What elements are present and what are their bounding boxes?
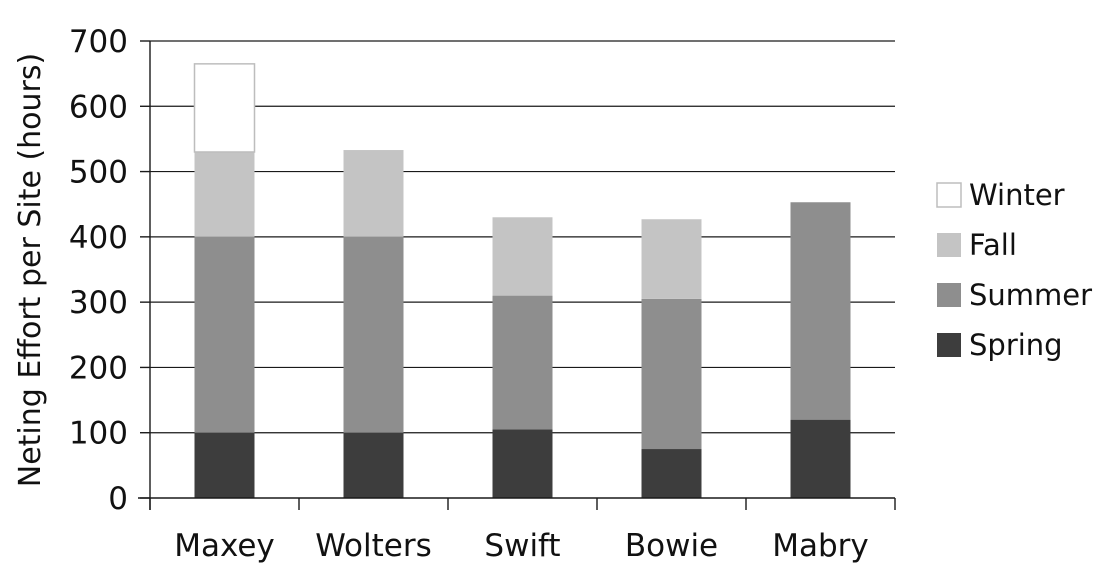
bar-maxey-fall xyxy=(194,151,255,237)
bar-bowie-spring xyxy=(641,449,702,498)
y-tick-label-0: 0 xyxy=(108,481,128,517)
y-tick-labels: 0 100 200 300 400 500 600 700 xyxy=(69,24,128,517)
axes xyxy=(138,40,896,510)
y-tick-label-300: 300 xyxy=(69,285,128,321)
bar-wolters-fall xyxy=(343,150,404,237)
x-tick-label-maxey: Maxey xyxy=(174,528,275,563)
legend-swatch-spring xyxy=(937,333,961,357)
y-tick-label-400: 400 xyxy=(69,220,128,256)
x-tick-label-mabry: Mabry xyxy=(772,528,869,563)
bar-bowie-fall xyxy=(641,219,702,299)
x-tick-label-wolters: Wolters xyxy=(315,528,432,563)
bar-maxey-summer xyxy=(194,236,255,433)
legend-item-summer: Summer xyxy=(937,278,1092,312)
legend-label-spring: Spring xyxy=(969,328,1063,362)
bar-maxey-spring xyxy=(194,432,255,498)
legend-label-fall: Fall xyxy=(969,228,1017,262)
bar-wolters-spring xyxy=(343,432,404,498)
bar-mabry-summer xyxy=(790,202,851,420)
bar-mabry-spring xyxy=(790,419,851,498)
y-axis-title: Neting Effort per Site (hours) xyxy=(13,53,48,487)
legend: Winter Fall Summer Spring xyxy=(936,178,1092,362)
legend-label-summer: Summer xyxy=(969,278,1092,312)
bar-swift-fall xyxy=(492,217,553,296)
bar-bowie-summer xyxy=(641,298,702,450)
y-tick-label-200: 200 xyxy=(69,350,128,386)
legend-swatch-summer xyxy=(937,283,961,307)
legend-swatch-winter xyxy=(936,182,962,208)
legend-label-winter: Winter xyxy=(969,178,1065,212)
legend-item-spring: Spring xyxy=(937,328,1063,362)
legend-item-winter: Winter xyxy=(936,178,1065,212)
x-tick-label-bowie: Bowie xyxy=(625,528,718,563)
bar-swift-spring xyxy=(492,429,553,498)
x-tick-label-swift: Swift xyxy=(484,528,560,563)
legend-swatch-fall xyxy=(937,233,961,257)
legend-item-fall: Fall xyxy=(937,228,1017,262)
y-tick-label-500: 500 xyxy=(69,155,128,191)
x-tick-labels: Maxey Wolters Swift Bowie Mabry xyxy=(174,528,869,563)
y-tick-label-600: 600 xyxy=(69,89,128,125)
y-tick-label-100: 100 xyxy=(69,416,128,452)
bars xyxy=(193,63,851,498)
y-tick-label-700: 700 xyxy=(69,24,128,60)
bar-maxey-winter xyxy=(193,63,256,153)
bar-wolters-summer xyxy=(343,236,404,433)
bar-swift-summer xyxy=(492,295,553,430)
